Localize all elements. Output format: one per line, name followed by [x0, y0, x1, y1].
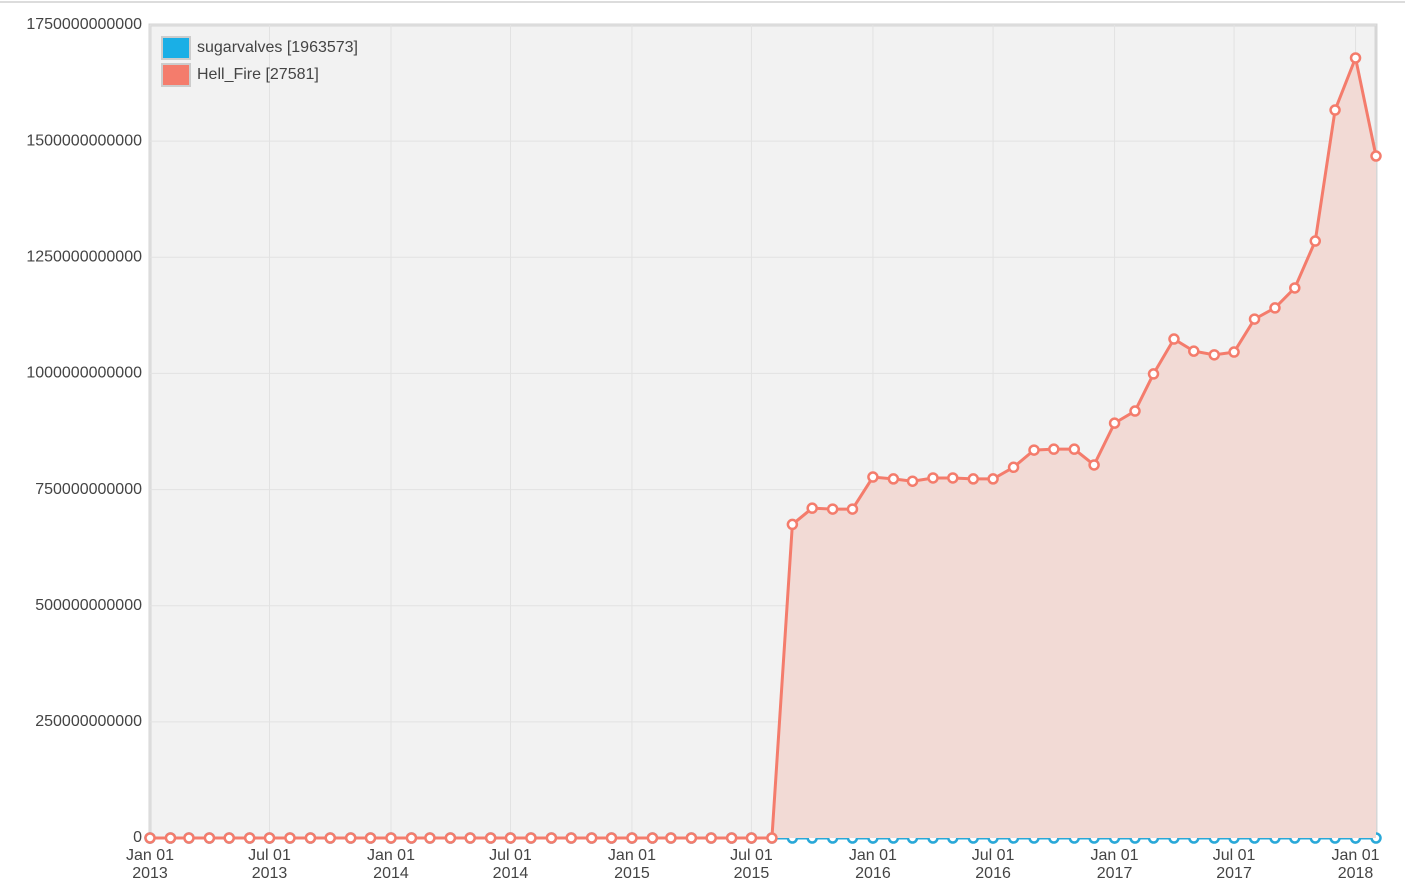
legend-label: Hell_Fire [27581] [197, 66, 319, 83]
point [1370, 150, 1382, 162]
x-tick-label: Jan 01 [608, 847, 656, 864]
area [150, 57, 1376, 839]
point [1028, 444, 1040, 456]
point [867, 471, 879, 483]
point [605, 832, 618, 844]
point [786, 518, 799, 531]
point [927, 472, 939, 484]
point [1329, 104, 1341, 116]
point [887, 473, 900, 485]
point [405, 832, 418, 844]
x-tick-label: Jan 01 [849, 847, 897, 864]
point [364, 832, 377, 844]
x-tick-label: Jan 01 [1332, 847, 1380, 864]
point [1248, 313, 1261, 325]
x-tick-label: Jan 01 [367, 847, 415, 864]
point [725, 832, 738, 844]
y-tick-label: 500000000000 [35, 597, 142, 614]
point [745, 832, 758, 844]
point [1349, 52, 1362, 64]
y-tick-label: 250000000000 [35, 713, 142, 730]
point [1208, 349, 1220, 361]
x-tick-label: Jan 01 [1091, 847, 1139, 864]
point [424, 832, 436, 844]
point [947, 472, 959, 484]
x-tick-label-year: 2014 [493, 865, 529, 882]
x-tick-label-year: 2017 [1216, 865, 1252, 882]
point [324, 832, 336, 844]
point [987, 473, 999, 485]
point [243, 832, 256, 844]
point [1309, 235, 1322, 247]
point [525, 832, 537, 844]
x-tick-label: Jul 01 [248, 847, 291, 864]
point [1289, 282, 1301, 294]
point [846, 503, 859, 515]
x-tick-label: Jul 01 [730, 847, 773, 864]
x-tick-label-year: 2018 [1338, 865, 1374, 882]
point [967, 473, 980, 485]
x-tick-label-year: 2016 [975, 865, 1011, 882]
point [665, 832, 677, 844]
legend-label: sugarvalves [1963573] [197, 39, 358, 56]
point [1188, 345, 1200, 357]
point [484, 832, 497, 844]
point [144, 832, 156, 844]
point [545, 832, 558, 844]
point [464, 832, 476, 844]
y-tick-label: 1000000000000 [26, 365, 142, 382]
point [284, 832, 296, 844]
point [1088, 459, 1100, 471]
point [806, 502, 818, 514]
point [1108, 417, 1121, 429]
x-tick-label-year: 2016 [855, 865, 891, 882]
point [1129, 405, 1141, 417]
point [646, 832, 659, 844]
x-tick-label-year: 2013 [252, 865, 288, 882]
legend-swatch [161, 36, 191, 60]
point [705, 832, 717, 844]
point [1068, 443, 1081, 455]
x-tick-label: Jul 01 [1213, 847, 1256, 864]
point [826, 503, 839, 515]
point [906, 475, 919, 487]
legend-swatch [161, 63, 191, 87]
point [1048, 443, 1060, 455]
x-tick-label: Jan 01 [126, 847, 174, 864]
point [626, 832, 638, 844]
point [304, 832, 317, 844]
point [1168, 333, 1180, 345]
point [685, 832, 698, 844]
point [385, 832, 397, 844]
x-tick-label-year: 2014 [373, 865, 409, 882]
y-tick-label: 0 [133, 829, 142, 846]
point [1269, 302, 1281, 314]
x-tick-label-year: 2017 [1097, 865, 1133, 882]
point [164, 832, 177, 844]
x-tick-label-year: 2015 [614, 865, 650, 882]
x-tick-label-year: 2015 [734, 865, 770, 882]
point [223, 832, 235, 844]
y-tick-label: 1500000000000 [26, 132, 142, 149]
point [1007, 461, 1020, 474]
point [766, 832, 778, 844]
x-tick-label: Jul 01 [489, 847, 532, 864]
point [344, 832, 357, 844]
y-tick-label: 1750000000000 [26, 16, 142, 33]
y-tick-label: 1250000000000 [26, 249, 142, 266]
point [504, 832, 517, 844]
x-tick-label-year: 2013 [132, 865, 168, 882]
point [585, 832, 598, 844]
point [203, 832, 216, 844]
point [1147, 368, 1160, 380]
y-tick-label: 750000000000 [35, 481, 142, 498]
point [444, 832, 457, 844]
point [263, 832, 276, 844]
point [183, 832, 195, 844]
point [565, 832, 577, 844]
point [1228, 346, 1240, 358]
x-tick-label: Jul 01 [972, 847, 1015, 864]
